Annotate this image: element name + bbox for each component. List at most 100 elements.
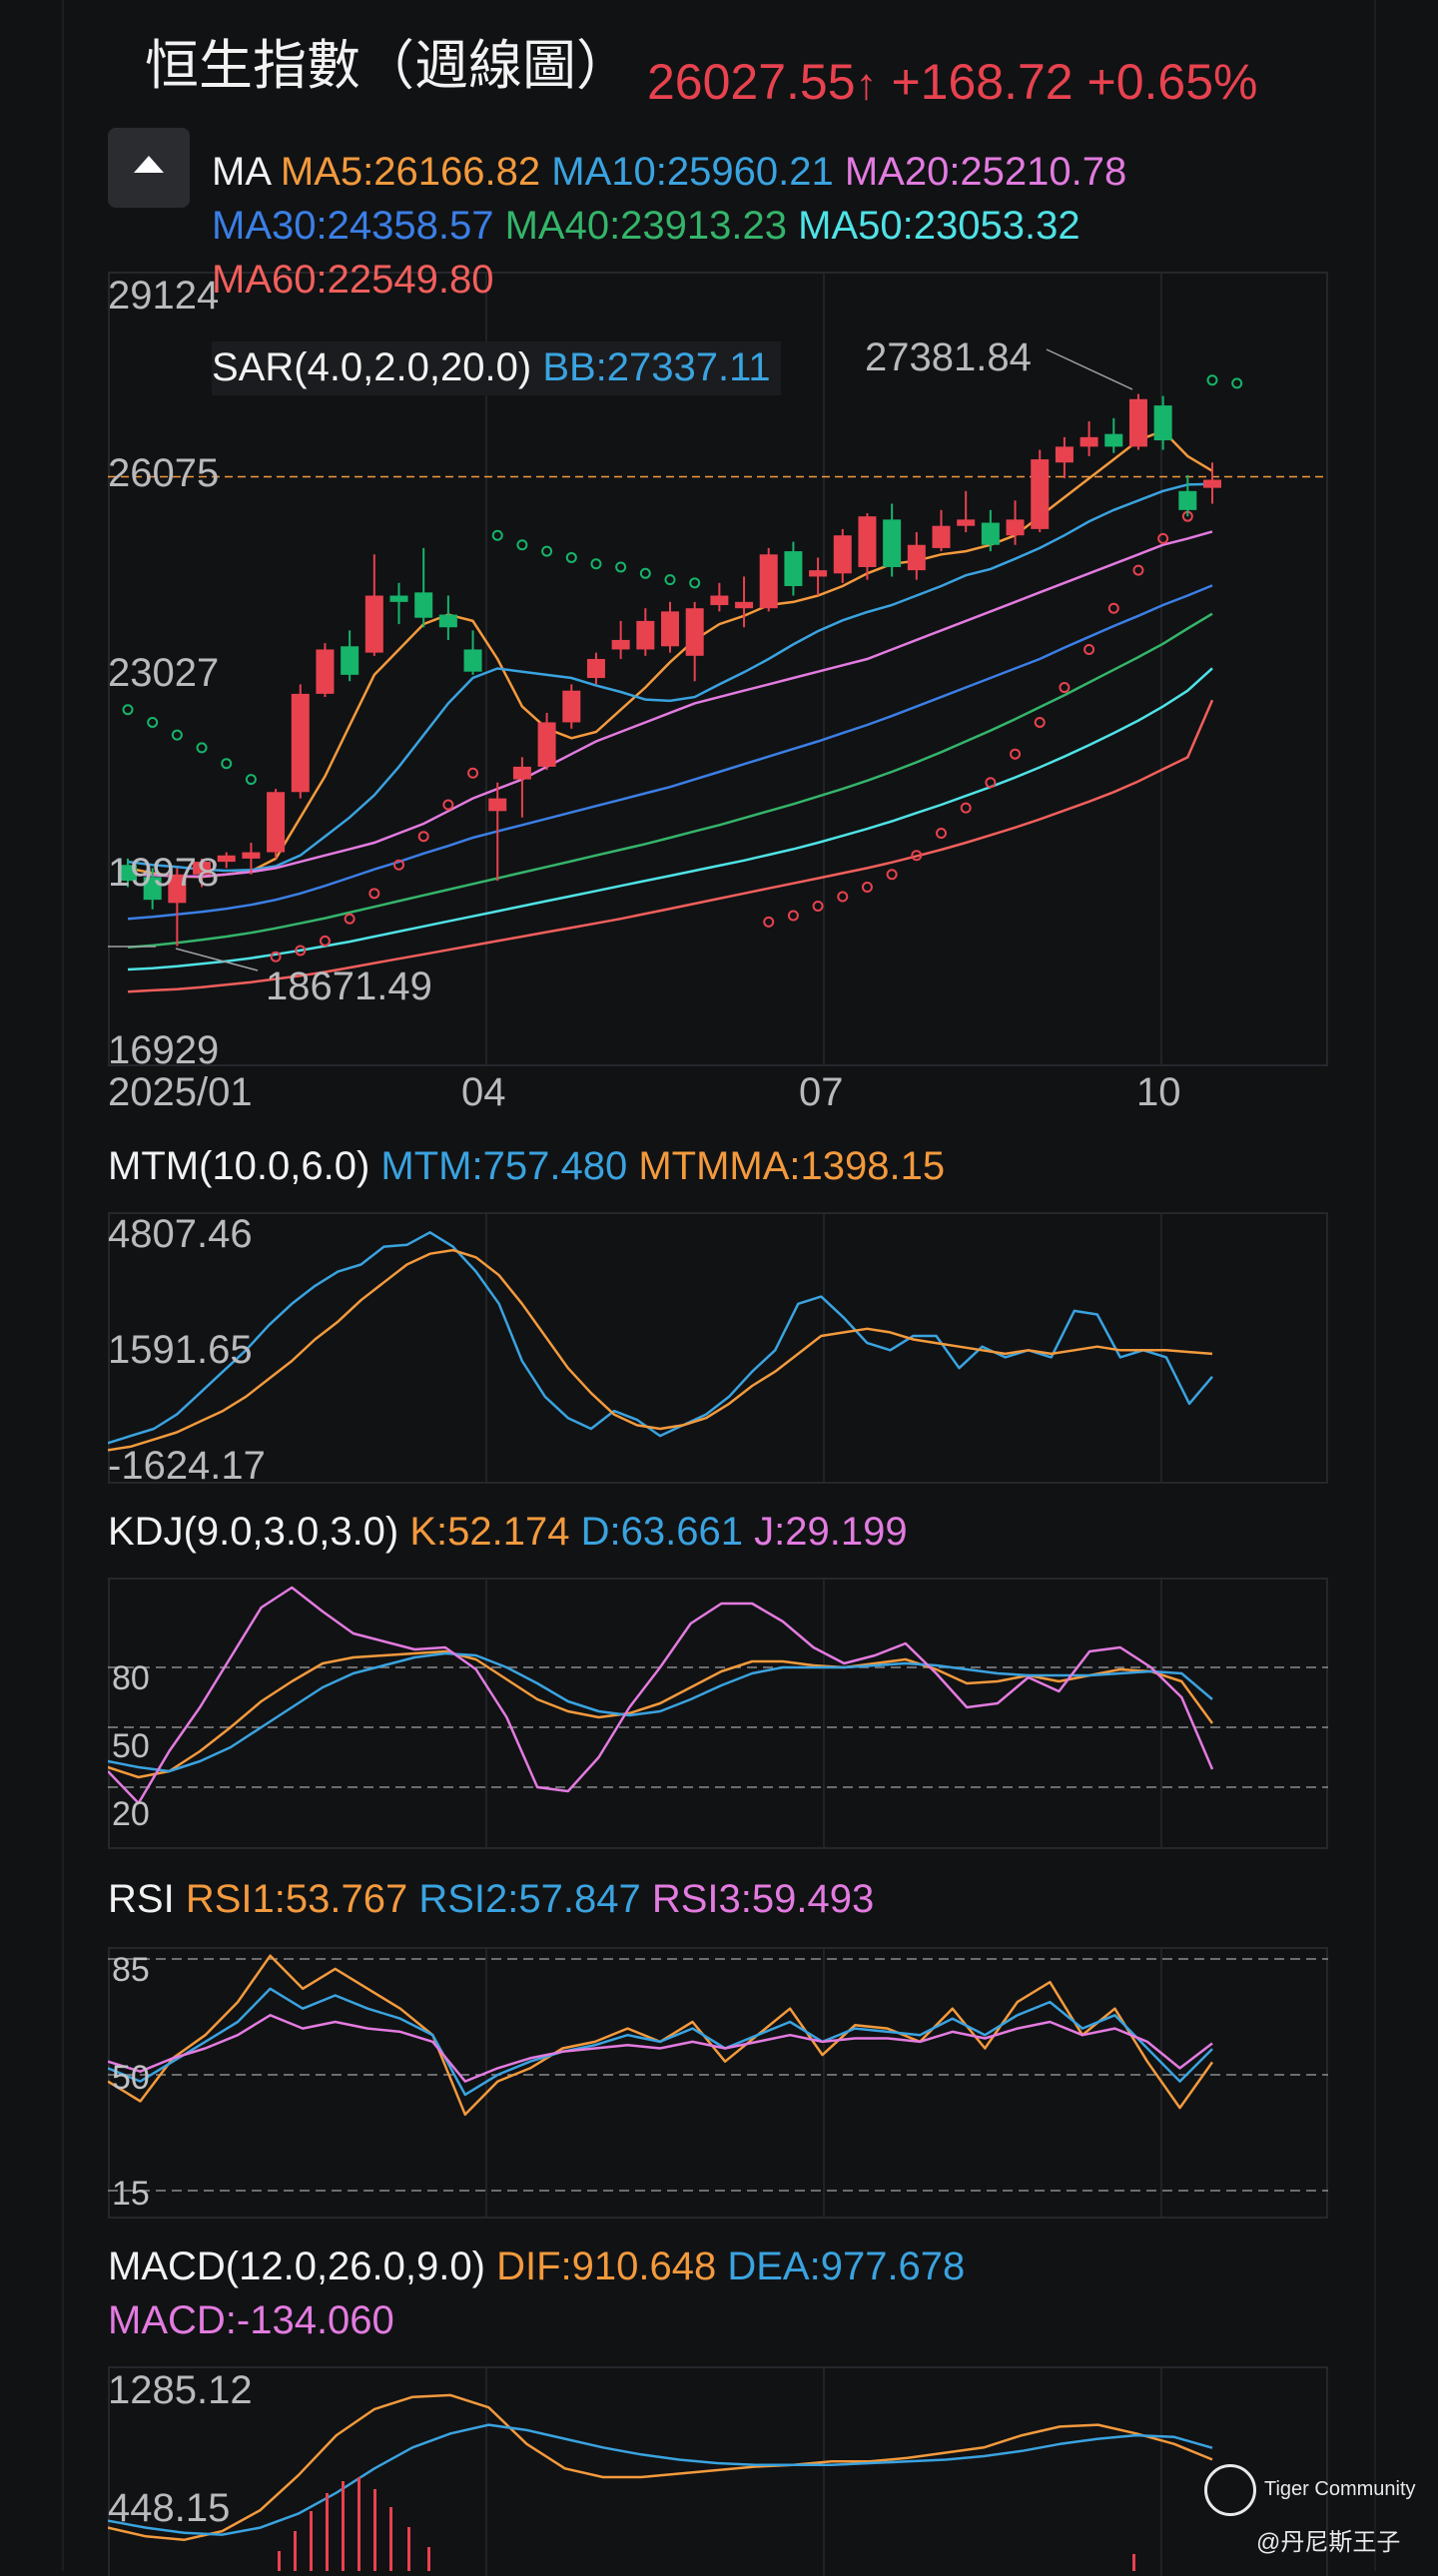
ma-label: MA <box>212 150 270 194</box>
sar-dot <box>936 828 947 840</box>
sar-dot <box>639 567 651 579</box>
grid-vline <box>823 1949 825 2217</box>
rsi-chart-svg <box>108 1954 1328 2192</box>
y-tick-kdj: 20 <box>112 1795 150 1833</box>
kdj-panel[interactable] <box>108 1578 1328 1849</box>
ma30-value: MA30:24358.57 <box>212 204 494 248</box>
mtm-value: MTM:757.480 <box>380 1144 628 1188</box>
sar-dot <box>1132 564 1144 576</box>
candle-body <box>586 658 605 679</box>
sar-legend: SAR(4.0,2.0,20.0) BB:27337.11 <box>212 341 781 395</box>
macd-bar <box>310 2511 313 2571</box>
candle-body <box>833 535 852 574</box>
high-label: 27381.84 <box>865 335 1032 379</box>
macd-dea-line <box>108 2423 1213 2536</box>
candle-body <box>438 614 457 628</box>
macd-dif-line <box>108 2393 1213 2542</box>
mtmma-line <box>108 1248 1213 1452</box>
watermark-brand: Tiger Community <box>1264 2478 1416 2500</box>
candle-body <box>488 798 507 812</box>
ma-legend-row-1: MA MA5:26166.82 MA10:25960.21 MA20:25210… <box>212 148 1126 196</box>
grid-vline <box>485 1214 487 1482</box>
macd-bar <box>407 2527 410 2571</box>
sar-dot <box>171 729 183 741</box>
candle-body <box>957 519 976 526</box>
x-tick: 10 <box>1136 1070 1181 1114</box>
rsi-legend: RSI RSI1:53.767 RSI2:57.847 RSI3:59.493 <box>108 1875 874 1923</box>
kdj-d: D:63.661 <box>580 1510 743 1554</box>
grid-vline-04 <box>485 274 487 1064</box>
candle-body <box>267 792 286 853</box>
rsi1-value: RSI1:53.767 <box>185 1877 408 1921</box>
candle-body <box>1079 436 1098 447</box>
y-tick-rsi: 85 <box>112 1951 150 1989</box>
candle-body <box>242 852 261 859</box>
frame-line-left <box>62 0 64 2571</box>
rsi1-line <box>108 1954 1214 2117</box>
ma-line-ma30 <box>127 584 1213 921</box>
ma-line-ma20 <box>127 530 1213 878</box>
sar-dot <box>467 767 479 779</box>
sar-dot <box>393 859 404 871</box>
candle-body <box>611 639 630 650</box>
sar-dot <box>565 551 577 563</box>
macd-bar <box>326 2493 329 2571</box>
sar-dot <box>689 577 701 589</box>
sar-dot <box>221 758 233 770</box>
sar-dot <box>319 935 331 947</box>
candle-body <box>1153 405 1172 441</box>
sar-dot <box>491 529 503 541</box>
mtm-panel[interactable] <box>108 1212 1328 1484</box>
mtm-line <box>108 1231 1213 1445</box>
y-tick-main: 26075 <box>108 451 220 495</box>
sar-dot <box>911 850 923 862</box>
sar-dot <box>861 881 873 893</box>
macd-bar <box>389 2507 392 2571</box>
macd-chart-svg <box>108 2393 1213 2571</box>
y-tick-main: 23027 <box>108 651 220 695</box>
candle-body <box>1178 490 1197 510</box>
candle-body <box>389 595 408 602</box>
sar-dot <box>787 910 799 922</box>
kdj-d-line <box>108 1651 1213 1773</box>
last-price: 26027.55 <box>647 54 856 110</box>
macd-bar <box>342 2481 345 2571</box>
grid-vline <box>1160 1580 1162 1847</box>
candle-body <box>364 595 383 653</box>
sar-dot <box>664 574 676 586</box>
frame-line-right <box>1374 0 1376 2571</box>
mtm-chart-svg <box>108 1231 1213 1452</box>
price-change-pct: +0.65% <box>1086 54 1258 110</box>
sar-dot <box>122 704 134 716</box>
y-tick-rsi: 15 <box>112 2175 150 2213</box>
y-tick-mtm: 4807.46 <box>108 1212 253 1256</box>
ma5-value: MA5:26166.82 <box>280 150 541 194</box>
rsi2-line <box>108 1987 1213 2097</box>
price-quote: 26027.55↑ +168.72 +0.65% <box>647 52 1257 115</box>
y-tick-main: 19978 <box>108 851 220 895</box>
mtm-legend: MTM(10.0,6.0) MTM:757.480 MTMMA:1398.15 <box>108 1142 945 1190</box>
sar-dot <box>763 916 775 928</box>
candle-body <box>217 855 236 863</box>
chart-title: 恒生指數（週線圖） <box>145 36 630 96</box>
macd-bar <box>373 2489 376 2571</box>
sar-dot <box>1034 716 1046 728</box>
ma-line-ma50 <box>127 667 1213 971</box>
macd-panel[interactable] <box>108 2366 1328 2576</box>
y-tick-macd: 1285.12 <box>108 2368 253 2412</box>
rsi2-value: RSI2:57.847 <box>418 1877 641 1921</box>
candle-body <box>316 649 335 694</box>
candle-body <box>1055 446 1074 463</box>
kdj-legend: KDJ(9.0,3.0,3.0) K:52.174 D:63.661 J:29.… <box>108 1508 908 1556</box>
kdj-title: KDJ(9.0,3.0,3.0) <box>108 1510 399 1554</box>
candle-body <box>562 690 581 723</box>
candle-body <box>168 874 187 904</box>
candle-body <box>1031 459 1050 529</box>
sar-dot <box>1083 643 1095 655</box>
rsi3-line <box>108 2014 1213 2083</box>
candle-body <box>414 592 433 618</box>
collapse-button[interactable] <box>108 128 190 208</box>
grid-vline-10 <box>1160 274 1162 1064</box>
sar-dot <box>442 799 454 811</box>
candle-body <box>907 544 926 571</box>
